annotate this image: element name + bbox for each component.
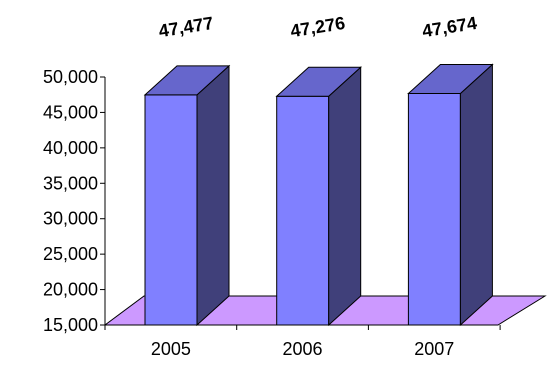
bar-top-face: [275, 66, 362, 97]
x-tick-label: 2007: [414, 339, 454, 359]
bar-side-face: [196, 64, 230, 327]
bar-front-face: [276, 95, 330, 326]
bar-side-face: [328, 66, 362, 327]
bar-side-face: [459, 63, 493, 327]
y-tick-label: 15,000: [43, 315, 98, 335]
bar-top-face: [143, 65, 231, 96]
y-tick-label: 30,000: [43, 209, 98, 229]
bar-top-face: [407, 63, 494, 94]
y-tick-label: 50,000: [43, 67, 98, 87]
data-label: 47,674: [421, 13, 479, 41]
y-tick-label: 45,000: [43, 102, 98, 122]
y-tick-label: 25,000: [43, 244, 98, 264]
bar: [275, 66, 362, 327]
chart-bar-layer: [143, 63, 494, 327]
bar-front-face: [144, 94, 198, 326]
data-label: 47,276: [289, 13, 347, 41]
y-tick-label: 35,000: [43, 173, 98, 193]
y-tick-label: 20,000: [43, 280, 98, 300]
bar: [407, 63, 494, 327]
bar-front-face: [407, 92, 461, 326]
bar: [143, 64, 231, 327]
data-label: 47,477: [157, 13, 215, 41]
chart-axis-layer: 15,000 20,000 25,000 30,000 35,000 40,000 45,0…: [43, 67, 501, 335]
x-tick-label: 2006: [283, 339, 323, 359]
y-tick-label: 40,000: [43, 138, 98, 158]
x-tick-label: 2005: [151, 339, 191, 359]
